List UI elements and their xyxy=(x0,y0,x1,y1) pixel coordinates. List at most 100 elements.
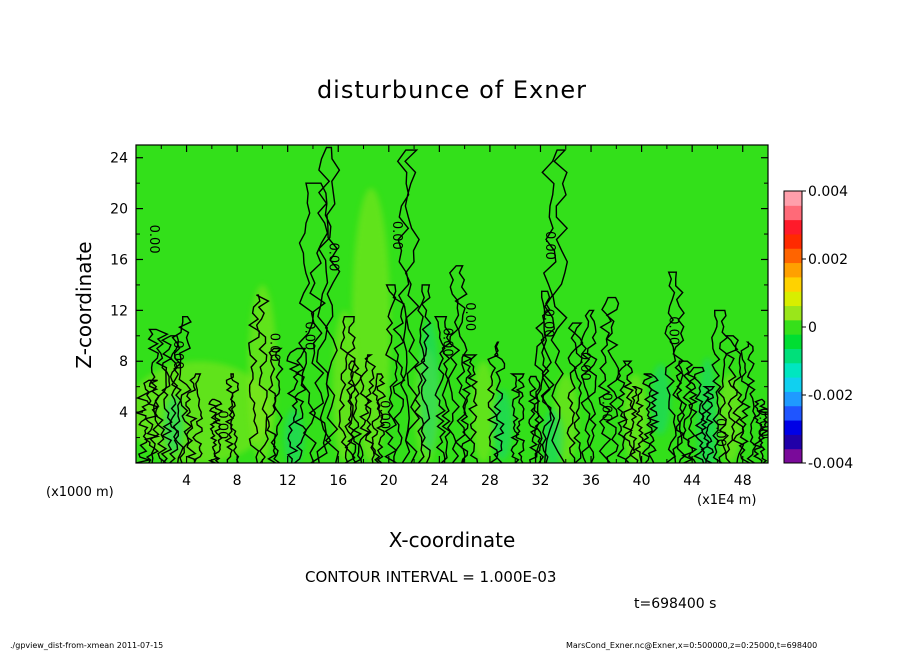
plot-field: 0.00 0.00 0.00 0.00 0.00 0.00 0.00 0.00 0.00 0.00… xyxy=(136,146,770,463)
colorbar-swatch xyxy=(784,448,802,464)
contour-line xyxy=(136,379,161,463)
x-tick-label: 24 xyxy=(430,473,448,489)
contour-label: 0.00 xyxy=(577,352,592,381)
x-tick-label: 48 xyxy=(734,473,752,489)
contour-line xyxy=(371,373,387,463)
plot-frame xyxy=(135,144,769,464)
colorbar-swatch xyxy=(784,305,802,321)
colorbar-swatch xyxy=(784,362,802,378)
x-tick-label: 4 xyxy=(182,473,191,489)
contour-line xyxy=(347,360,363,463)
contour-line xyxy=(597,296,620,463)
colorbar-swatch xyxy=(784,219,802,235)
contour-line xyxy=(147,328,169,463)
colorbar-swatch xyxy=(784,334,802,349)
contour-line xyxy=(460,354,479,463)
contour-line xyxy=(358,354,377,463)
contour-line xyxy=(527,375,543,463)
contour-label: 0.00 xyxy=(599,393,614,422)
contour-line xyxy=(286,347,308,463)
contour-line xyxy=(446,265,468,463)
colorbar-swatch xyxy=(784,276,802,292)
contour-line xyxy=(413,284,432,463)
contour-label: 0.00 xyxy=(302,321,317,350)
footer-right: MarsCond_Exner.nc@Exner,x=0:500000,z=0:2… xyxy=(566,641,818,650)
contour-line xyxy=(248,294,270,463)
colorbar-swatch xyxy=(784,348,802,364)
colorbar-tick-label: 0.004 xyxy=(808,184,848,200)
contour-line xyxy=(641,373,660,463)
contour-line xyxy=(700,386,716,463)
x-tick-label: 28 xyxy=(481,473,499,489)
footer-left: ./gpview_dist-from-xmean 2011-07-15 xyxy=(10,641,164,650)
x-tick-label: 20 xyxy=(380,473,398,489)
contour-label: 0.00 xyxy=(439,328,454,357)
contour-line xyxy=(711,309,730,463)
contour-line xyxy=(338,316,356,463)
contour-label: 0.00 xyxy=(755,408,770,437)
contour-line xyxy=(434,316,452,463)
contour-line xyxy=(171,316,193,463)
contour-line xyxy=(486,341,506,463)
contour-line xyxy=(580,309,598,463)
chart-title: disturbunce of Exner xyxy=(316,76,588,104)
contour-line xyxy=(384,284,406,463)
contour-line xyxy=(738,341,757,463)
contour-label: 0.00 xyxy=(541,309,556,338)
y-tick-label: 24 xyxy=(110,151,128,167)
x-tick-label: 44 xyxy=(683,473,701,489)
colorbar-tick-label: -0.004 xyxy=(808,456,853,472)
contour-label: 0.00 xyxy=(170,340,185,369)
x-tick-label: 36 xyxy=(582,473,600,489)
contour-line xyxy=(185,373,204,463)
colorbar-tick-label: -0.002 xyxy=(808,388,853,404)
contour-line xyxy=(616,360,634,463)
contour-line xyxy=(629,386,645,463)
contour-line xyxy=(266,347,284,463)
contour-label: 0.00 xyxy=(666,316,681,345)
colorbar-swatch xyxy=(784,262,802,278)
contour-label: 0.00 xyxy=(712,418,727,447)
colorbar-swatch xyxy=(784,291,802,307)
x-axis-label: X-coordinate xyxy=(388,528,516,552)
x-unit-left: (x1000 m) xyxy=(46,485,114,500)
contour-line xyxy=(396,149,421,463)
colorbar-swatch xyxy=(784,191,802,206)
contour-line xyxy=(207,398,224,463)
contour-label: 0.00 xyxy=(376,400,391,429)
contour-line xyxy=(752,398,768,463)
negative-patch xyxy=(284,408,304,463)
y-tick-label: 16 xyxy=(110,252,128,268)
colorbar-swatch xyxy=(784,377,802,392)
colorbar-tick-label: 0 xyxy=(808,320,817,336)
colorbar-swatch xyxy=(784,405,802,421)
x-tick-label: 8 xyxy=(233,473,242,489)
contour-label: 0.00 xyxy=(266,333,281,362)
y-tick-label: 12 xyxy=(110,303,128,319)
x-tick-label: 16 xyxy=(329,473,347,489)
contour-label: 0.00 xyxy=(326,242,341,271)
colorbar-swatch xyxy=(784,233,802,249)
contour-line xyxy=(664,271,686,463)
y-tick-label: 8 xyxy=(119,354,128,370)
contour-label: 0.00 xyxy=(146,225,161,254)
contour-line xyxy=(540,149,569,463)
contour-label: 0.00 xyxy=(462,302,477,331)
time-label: t=698400 s xyxy=(634,596,717,612)
contour-line xyxy=(298,182,329,463)
colorbar-swatch xyxy=(784,420,802,435)
colorbar-swatch xyxy=(784,391,802,407)
contour-label: 0.00 xyxy=(542,231,557,260)
contour-line xyxy=(160,335,180,463)
colorbar-swatch xyxy=(784,319,802,335)
x-tick-label: 12 xyxy=(279,473,297,489)
contour-line xyxy=(675,360,694,463)
negative-patch xyxy=(419,319,440,454)
colorbar-tick-label: 0.002 xyxy=(808,252,848,268)
contour-line xyxy=(509,373,525,463)
colorbar-swatch xyxy=(784,205,802,221)
x-tick-label: 32 xyxy=(532,473,550,489)
colorbar-swatch xyxy=(784,434,802,450)
contour-line xyxy=(566,322,584,463)
